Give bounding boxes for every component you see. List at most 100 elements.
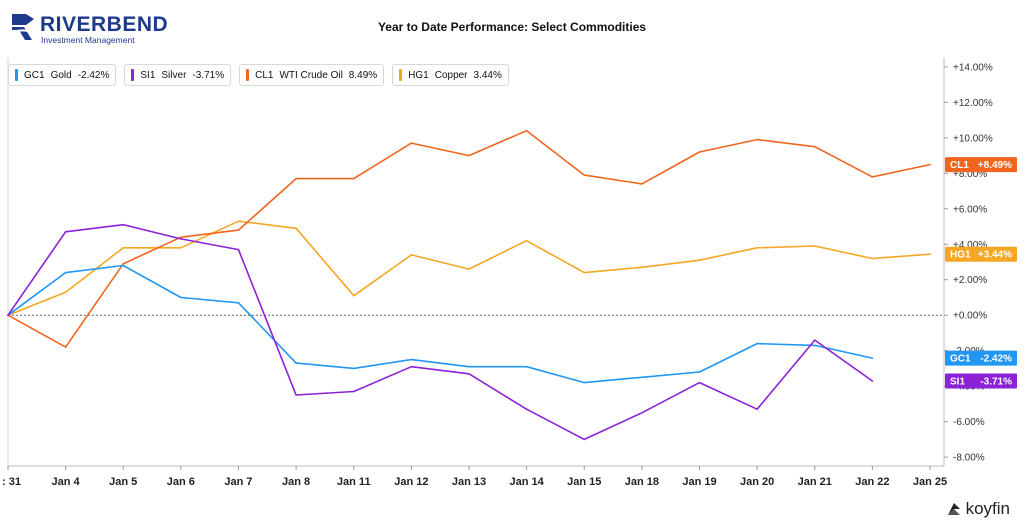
data-point-si1 — [180, 238, 182, 240]
data-point-si1 — [525, 408, 528, 411]
data-point-gc1 — [410, 358, 413, 361]
data-point-si1 — [7, 314, 9, 317]
data-point-cl1 — [698, 151, 701, 153]
series-line-gc1 — [7, 264, 873, 384]
data-point-cl1 — [871, 176, 874, 178]
value-tag-gc1 — [945, 350, 1017, 366]
data-point-si1 — [410, 365, 413, 368]
data-point-gc1 — [871, 357, 874, 359]
data-point-cl1 — [64, 346, 67, 348]
legend-item-cl1[interactable]: CL1 WTI Crude Oil 8.49% — [239, 64, 385, 86]
data-point-cl1 — [813, 145, 816, 148]
data-point-gc1 — [64, 271, 67, 274]
value-tag-value: -2.42% — [980, 354, 1012, 365]
data-point-cl1 — [468, 154, 470, 157]
data-point-gc1 — [525, 365, 528, 368]
legend-item-gc1[interactable]: GC1 Gold -2.42% — [8, 64, 117, 86]
data-point-gc1 — [180, 296, 182, 299]
data-point-hg1 — [525, 239, 528, 242]
data-point-cl1 — [756, 138, 758, 141]
data-point-si1 — [295, 394, 297, 396]
series-line-hg1 — [7, 220, 931, 316]
y-tick-label: +14.00% — [953, 62, 993, 73]
legend-swatch — [399, 69, 403, 81]
y-tick-label: -8.00% — [953, 453, 985, 464]
legend-swatch — [131, 69, 135, 81]
data-point-gc1 — [468, 365, 470, 368]
legend-swatch — [246, 69, 250, 81]
riverbend-logo-icon — [12, 14, 37, 40]
data-point-cl1 — [525, 129, 528, 132]
value-tag-hg1 — [945, 246, 1017, 262]
data-point-si1 — [641, 411, 643, 414]
data-point-gc1 — [813, 344, 816, 347]
data-point-gc1 — [295, 362, 297, 364]
data-point-cl1 — [641, 183, 643, 185]
data-point-gc1 — [122, 264, 125, 267]
value-tag-key: SI1 — [950, 377, 965, 388]
x-tick-label: Jan 5 — [109, 476, 137, 488]
legend-value: -3.71% — [192, 69, 225, 81]
y-tick-label: +4.00% — [953, 240, 987, 251]
value-tag-cl1 — [945, 157, 1017, 173]
data-point-gc1 — [352, 367, 355, 370]
x-tick-label: Jan 20 — [740, 476, 774, 488]
legend-series-name: Gold — [50, 69, 72, 81]
data-point-hg1 — [122, 247, 125, 249]
data-point-hg1 — [641, 266, 643, 269]
koyfin-logo-icon — [947, 503, 960, 515]
data-point-cl1 — [352, 177, 355, 180]
data-point-si1 — [871, 380, 874, 382]
data-point-si1 — [468, 372, 470, 375]
legend-key: GC1 — [24, 69, 45, 81]
value-tag-key: GC1 — [950, 354, 971, 365]
company-logo: RIVERBEND Investment Management — [10, 10, 168, 46]
legend-series-name: WTI Crude Oil — [279, 69, 343, 81]
x-tick-label: Jan 22 — [855, 476, 889, 488]
legend-value: 8.49% — [348, 69, 378, 81]
data-point-hg1 — [756, 247, 758, 249]
x-tick-label: Jan 12 — [394, 476, 428, 488]
x-tick-label: Jan 14 — [510, 476, 545, 488]
y-tick-label: +2.00% — [953, 275, 987, 286]
y-tick-label: +10.00% — [953, 133, 993, 144]
legend-key: HG1 — [408, 69, 429, 81]
data-point-hg1 — [295, 227, 297, 230]
data-point-si1 — [756, 408, 758, 411]
data-point-si1 — [352, 390, 355, 393]
data-point-gc1 — [237, 302, 240, 304]
series-line-cl1 — [7, 129, 931, 348]
legend-series-name: Silver — [161, 69, 187, 81]
data-point-cl1 — [180, 236, 182, 238]
brand-name: koyfin — [965, 499, 1010, 518]
value-tag-key: CL1 — [950, 160, 969, 171]
legend-item-si1[interactable]: SI1 Silver -3.71% — [124, 64, 232, 86]
x-tick-label: Jan 15 — [567, 476, 601, 488]
x-tick-label: Jan 13 — [452, 476, 486, 488]
logo-subtitle: Investment Management — [41, 35, 135, 45]
logo-name: RIVERBEND — [40, 13, 169, 36]
legend-swatch — [15, 69, 18, 81]
x-tick-label: Jan 8 — [282, 476, 310, 488]
data-point-hg1 — [583, 271, 586, 274]
x-tick-label: Jan 4 — [52, 476, 81, 488]
y-tick-label: +6.00% — [953, 204, 987, 215]
legend-item-hg1[interactable]: HG1 Copper 3.44% — [392, 64, 509, 86]
legend-key: SI1 — [140, 69, 156, 81]
y-tick-label: +12.00% — [953, 98, 993, 109]
data-point-gc1 — [756, 342, 758, 345]
data-point-cl1 — [929, 163, 931, 166]
value-tag-value: +8.49% — [978, 160, 1012, 171]
data-point-hg1 — [237, 220, 240, 222]
x-tick-label: Jan 6 — [167, 476, 195, 488]
value-tag-value: -3.71% — [980, 377, 1012, 388]
data-point-hg1 — [871, 257, 874, 260]
data-point-gc1 — [641, 376, 643, 379]
value-tag-si1 — [945, 373, 1017, 389]
data-point-cl1 — [295, 177, 297, 180]
data-point-hg1 — [698, 259, 701, 262]
data-point-si1 — [813, 339, 816, 341]
data-point-cl1 — [410, 142, 413, 144]
series-line-si1 — [7, 223, 873, 441]
